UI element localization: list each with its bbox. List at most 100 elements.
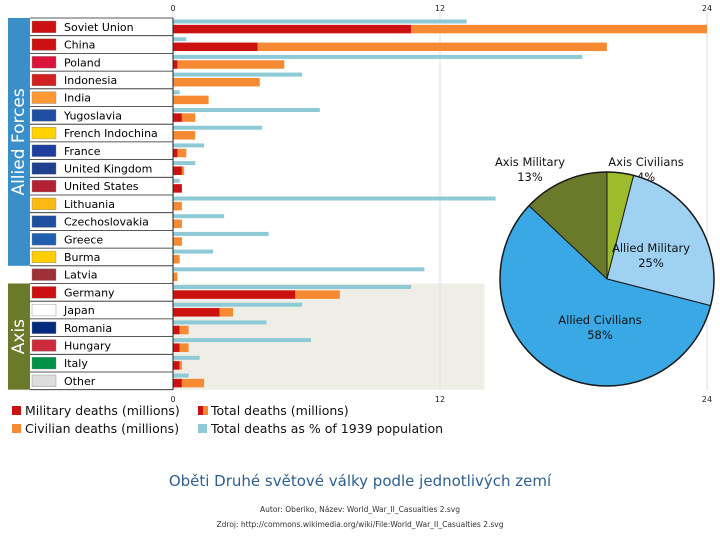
tick-label-top: 24: [702, 4, 712, 13]
flag-icon: [31, 180, 57, 193]
percent-bar: [173, 267, 425, 272]
group-bar-allied-forces: [8, 18, 30, 266]
percent-bar: [173, 72, 303, 77]
military-bar: [173, 184, 182, 193]
civilian-bar: [173, 201, 182, 211]
percent-bar: [173, 90, 180, 95]
legend-swatch: [12, 424, 21, 433]
country-label: Hungary: [64, 339, 111, 352]
country-label: Other: [64, 375, 96, 388]
source-credit: Zdroj: http://commons.wikimedia.org/wiki…: [216, 520, 504, 529]
legend-label: Total deaths as % of 1939 population: [210, 421, 443, 436]
civilian-bar: [257, 42, 607, 52]
flag-icon: [31, 233, 57, 246]
group-label: Axis: [9, 319, 29, 354]
flag-icon: [31, 268, 57, 281]
author-credit: Autor: Oberiko, Název: World_War_II_Casu…: [260, 505, 460, 514]
flag-icon: [31, 109, 57, 122]
civilian-bar: [219, 308, 234, 317]
country-label: Lithuania: [64, 198, 115, 211]
military-bar: [173, 325, 180, 335]
flag-icon: [31, 250, 57, 264]
legend-label: Civilian deaths (millions): [25, 421, 179, 436]
flag-icon: [31, 286, 57, 299]
flag-icon: [31, 339, 57, 352]
military-bar: [173, 42, 258, 52]
percent-bar: [173, 355, 200, 360]
military-bar: [173, 378, 182, 388]
country-label: China: [64, 39, 95, 52]
percent-bar: [173, 161, 196, 166]
civilian-bar: [181, 166, 185, 175]
casualties-chart: Allied Forces Axis Soviet Union China Poland…: [8, 4, 715, 436]
civilian-bar: [173, 131, 196, 140]
figure-title: Oběti Druhé světové války podle jednotli…: [168, 472, 552, 490]
pie-slice-percent: 13%: [517, 170, 543, 184]
legend-swatch: [12, 406, 21, 415]
military-bar: [173, 290, 296, 299]
military-bar: [173, 113, 182, 122]
flag-icon: [31, 73, 57, 86]
percent-bar: [173, 302, 303, 307]
country-label: Soviet Union: [64, 21, 134, 34]
flag-icon: [31, 38, 57, 51]
military-bar: [173, 148, 178, 158]
group-bar-axis: [8, 283, 30, 390]
civilian-bar: [173, 219, 182, 229]
legend-label: Total deaths (millions): [210, 403, 349, 418]
flag-icon: [31, 321, 57, 334]
group-label: Allied Forces: [9, 88, 29, 195]
tick-label-bottom: 24: [702, 395, 712, 404]
pie-slice-label: Axis Civilians: [608, 155, 683, 169]
country-label: France: [64, 145, 101, 158]
percent-bar: [173, 249, 214, 254]
military-bar: [173, 60, 178, 69]
flag-icon: [31, 162, 57, 175]
civilian-bar: [179, 361, 182, 370]
legend-label: Military deaths (millions): [25, 403, 180, 418]
tick-label-top: 0: [170, 4, 175, 13]
country-label: Germany: [64, 286, 115, 299]
civilian-bar: [177, 60, 285, 69]
flag-icon: [31, 144, 57, 157]
civilian-bar: [179, 325, 189, 335]
flag-icon: [31, 126, 57, 140]
percent-bar: [173, 285, 412, 289]
military-bar: [173, 308, 220, 317]
civilian-bar: [181, 113, 196, 122]
country-label: Italy: [64, 357, 88, 370]
percent-bar: [173, 37, 187, 42]
military-bar: [173, 166, 182, 175]
country-label: Latvia: [64, 269, 98, 282]
flag-icon: [31, 357, 57, 370]
pie-slice-label: Allied Military: [612, 241, 690, 255]
country-label: Czechoslovakia: [64, 216, 149, 229]
civilian-bar: [295, 290, 340, 299]
percent-bar: [173, 108, 320, 112]
pie-slice-percent: 58%: [587, 328, 613, 342]
flag-icon: [31, 20, 57, 33]
country-label: United Kingdom: [64, 162, 152, 175]
country-label: Romania: [64, 322, 112, 335]
flag-icon: [31, 304, 57, 317]
percent-bar: [173, 214, 225, 219]
civilian-bar: [173, 95, 209, 105]
percent-bar: [173, 54, 583, 59]
legend-swatch: [198, 406, 203, 415]
civilian-bar: [173, 272, 178, 282]
flag-icon: [31, 56, 57, 69]
pie-outline: [499, 171, 715, 387]
percent-bar: [173, 143, 205, 148]
pie-slice-label: Axis Military: [495, 155, 565, 169]
civilian-bar: [173, 77, 260, 87]
percent-bar: [173, 231, 269, 236]
civilian-bar: [173, 237, 182, 246]
civilian-bar: [181, 378, 205, 388]
country-label: Japan: [63, 304, 95, 317]
civilian-bar: [173, 254, 180, 264]
percent-bar: [173, 373, 189, 378]
flag-icon: [31, 374, 57, 387]
flag-icon: [31, 215, 57, 228]
country-label: Greece: [64, 233, 103, 246]
civilian-bar: [177, 148, 187, 158]
